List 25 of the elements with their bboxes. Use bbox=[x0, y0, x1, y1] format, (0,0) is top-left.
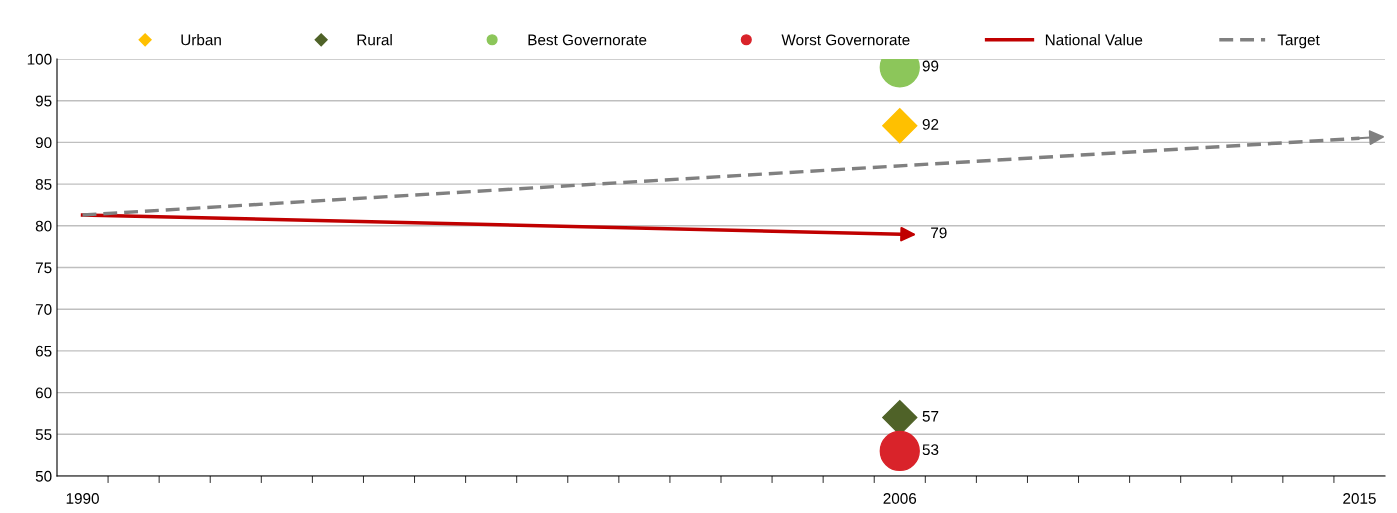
y-tick-label: 55 bbox=[35, 429, 52, 440]
data-label: 57 bbox=[922, 411, 939, 422]
x-tick-label: 2006 bbox=[883, 493, 917, 504]
data-label: 99 bbox=[922, 60, 939, 72]
y-tick-label: 70 bbox=[35, 304, 52, 315]
legend-label: Worst Governorate bbox=[781, 34, 910, 46]
legend-label: Target bbox=[1277, 34, 1320, 49]
y-tick-label: 95 bbox=[35, 95, 52, 107]
y-tick-label: 100 bbox=[27, 53, 52, 65]
x-tick-label: 1990 bbox=[66, 493, 99, 504]
x-tick-label: 2015 bbox=[1343, 493, 1376, 504]
data-label: 92 bbox=[922, 119, 939, 130]
legend-label: Best Governorate bbox=[528, 34, 647, 46]
y-tick-label: 65 bbox=[35, 345, 52, 357]
data-label: 53 bbox=[922, 444, 939, 456]
legend-label: Rural bbox=[357, 34, 392, 46]
y-tick-label: 80 bbox=[35, 220, 52, 232]
legend-label: Urban bbox=[181, 34, 221, 46]
y-tick-label: 60 bbox=[35, 387, 52, 399]
y-tick-label: 75 bbox=[35, 262, 52, 274]
y-tick-label: 85 bbox=[35, 178, 52, 190]
y-tick-label: 50 bbox=[35, 470, 52, 482]
y-tick-label: 90 bbox=[35, 137, 52, 149]
data-label: 79 bbox=[931, 227, 947, 239]
legend-label: National Value bbox=[1045, 34, 1143, 46]
